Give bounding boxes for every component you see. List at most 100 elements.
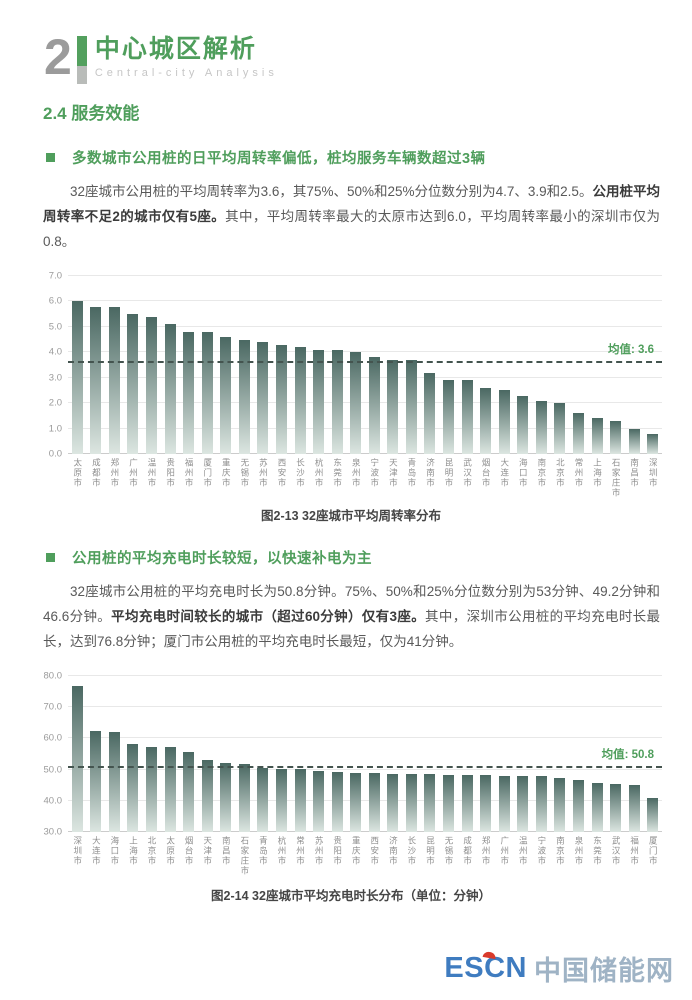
bar-slot: [606, 676, 625, 832]
bar: [146, 746, 158, 832]
x-tick-label: 深圳市: [72, 836, 83, 866]
bar-slot: [105, 676, 124, 832]
x-tick-label: 长沙市: [406, 836, 417, 866]
bullet-heading-text: 多数城市公用桩的日平均周转率偏低，桩均服务车辆数超过3辆: [72, 151, 486, 167]
bar-slot: [476, 276, 495, 454]
y-tick-label: 30.0: [43, 826, 63, 838]
gridline: [68, 351, 662, 353]
chapter-titles: 中心城区解析 Central-city Analysis: [95, 34, 278, 79]
bar-slot: [328, 676, 347, 832]
charging-duration-chart: 80.0 70.0 60.0 50.0 40.0 30.0 均值: 50.8 深圳市 大连市…: [40, 671, 662, 904]
x-tick-slot: 武汉市: [606, 836, 625, 876]
bar: [498, 390, 510, 454]
bar: [387, 359, 399, 454]
bar: [480, 387, 492, 454]
x-tick-slot: 长沙市: [291, 458, 310, 498]
y-tick-label: 1.0: [48, 423, 62, 435]
x-tick-slot: 宁波市: [532, 836, 551, 876]
bar: [554, 403, 566, 454]
bar-slot: [439, 276, 458, 454]
bar-slot: [569, 276, 588, 454]
bar-slot: [495, 276, 514, 454]
bar-slot: [625, 676, 644, 832]
x-tick-slot: 无锡市: [439, 836, 458, 876]
bar: [164, 324, 176, 454]
bullet-heading-turnover: 多数城市公用桩的日平均周转率偏低，桩均服务车辆数超过3辆: [46, 147, 692, 168]
bar: [313, 349, 325, 454]
x-axis-labels: 深圳市 大连市 海口市 上海市 北京市 太原市 烟台市 天津市 南昌市 石家庄市 青岛市 杭州市 常州市…: [68, 836, 662, 876]
x-tick-slot: 苏州市: [254, 458, 273, 498]
bar: [164, 747, 176, 832]
x-tick-label: 东莞市: [332, 458, 343, 488]
x-tick-label: 常州市: [573, 458, 584, 488]
x-tick-slot: 温州市: [514, 836, 533, 876]
bar: [368, 357, 380, 454]
x-tick-slot: 上海市: [588, 458, 607, 498]
bullet-heading-text: 公用桩的平均充电时长较短，以快速补电为主: [72, 551, 372, 567]
x-tick-slot: 南昌市: [625, 458, 644, 498]
paragraph-turnover: 32座城市公用桩的平均周转率为3.6，其75%、50%和25%分位数分别为4.7…: [43, 179, 660, 254]
x-tick-slot: 西安市: [272, 458, 291, 498]
x-tick-slot: 厦门市: [198, 458, 217, 498]
x-tick-slot: 厦门市: [643, 836, 662, 876]
x-tick-slot: 北京市: [142, 836, 161, 876]
bar: [201, 331, 213, 454]
chart-caption: 图2-14 32座城市平均充电时长分布（单位：分钟）: [211, 889, 491, 903]
escn-wordmark: ESCN: [444, 950, 527, 985]
x-tick-slot: 重庆市: [346, 836, 365, 876]
bar: [127, 744, 139, 832]
bar: [331, 772, 343, 832]
x-tick-slot: 天津市: [384, 458, 403, 498]
y-tick-label: 40.0: [43, 795, 63, 807]
bar-slot: [179, 276, 198, 454]
gridline: [68, 768, 662, 770]
bar-slot: [142, 276, 161, 454]
x-tick-label: 大连市: [499, 458, 510, 488]
chart-caption: 图2-13 32座城市平均周转率分布: [261, 509, 441, 523]
x-tick-slot: 郑州市: [105, 458, 124, 498]
bar-slot: [346, 676, 365, 832]
x-tick-label: 泉州市: [573, 836, 584, 866]
x-tick-slot: 泉州市: [569, 836, 588, 876]
bar: [275, 768, 287, 832]
x-tick-label: 厦门市: [648, 836, 659, 866]
bar-slot: [588, 676, 607, 832]
x-tick-label: 杭州市: [314, 458, 325, 488]
x-tick-label: 太原市: [165, 836, 176, 866]
x-tick-slot: 深圳市: [68, 836, 87, 876]
x-tick-label: 大连市: [91, 836, 102, 866]
x-tick-label: 海口市: [518, 458, 529, 488]
x-tick-label: 石家庄市: [611, 458, 622, 498]
x-tick-slot: 泉州市: [346, 458, 365, 498]
bar-slot: [217, 676, 236, 832]
bar: [238, 339, 250, 454]
chart-plot-row: 80.0 70.0 60.0 50.0 40.0 30.0 均值: 50.8: [40, 671, 662, 838]
bar: [535, 400, 547, 454]
bar-slot: [272, 276, 291, 454]
x-tick-slot: 郑州市: [476, 836, 495, 876]
x-tick-label: 成都市: [462, 836, 473, 866]
x-tick-slot: 大连市: [495, 458, 514, 498]
x-tick-slot: 成都市: [458, 836, 477, 876]
bullet-square-icon: [46, 553, 55, 562]
x-tick-slot: 上海市: [124, 836, 143, 876]
bar: [591, 418, 603, 454]
y-tick-label: 60.0: [43, 732, 63, 744]
bar-slot: [495, 676, 514, 832]
turnover-rate-chart: 7.0 6.0 5.0 4.0 3.0 2.0 1.0 0.0 均值: 3.6 太原市 成都市郑…: [40, 271, 662, 524]
bar: [90, 730, 102, 832]
bar: [517, 395, 529, 454]
bar-slot: [514, 676, 533, 832]
x-tick-slot: 福州市: [179, 458, 198, 498]
bar-slot: [309, 676, 328, 832]
x-tick-label: 福州市: [629, 836, 640, 866]
bar-slot: [402, 676, 421, 832]
x-tick-slot: 南昌市: [217, 836, 236, 876]
x-tick-slot: 杭州市: [309, 458, 328, 498]
bar-slot: [217, 276, 236, 454]
x-tick-label: 东莞市: [592, 836, 603, 866]
x-tick-label: 宁波市: [536, 836, 547, 866]
x-tick-label: 南昌市: [221, 836, 232, 866]
bar: [572, 779, 584, 832]
bar: [201, 760, 213, 832]
